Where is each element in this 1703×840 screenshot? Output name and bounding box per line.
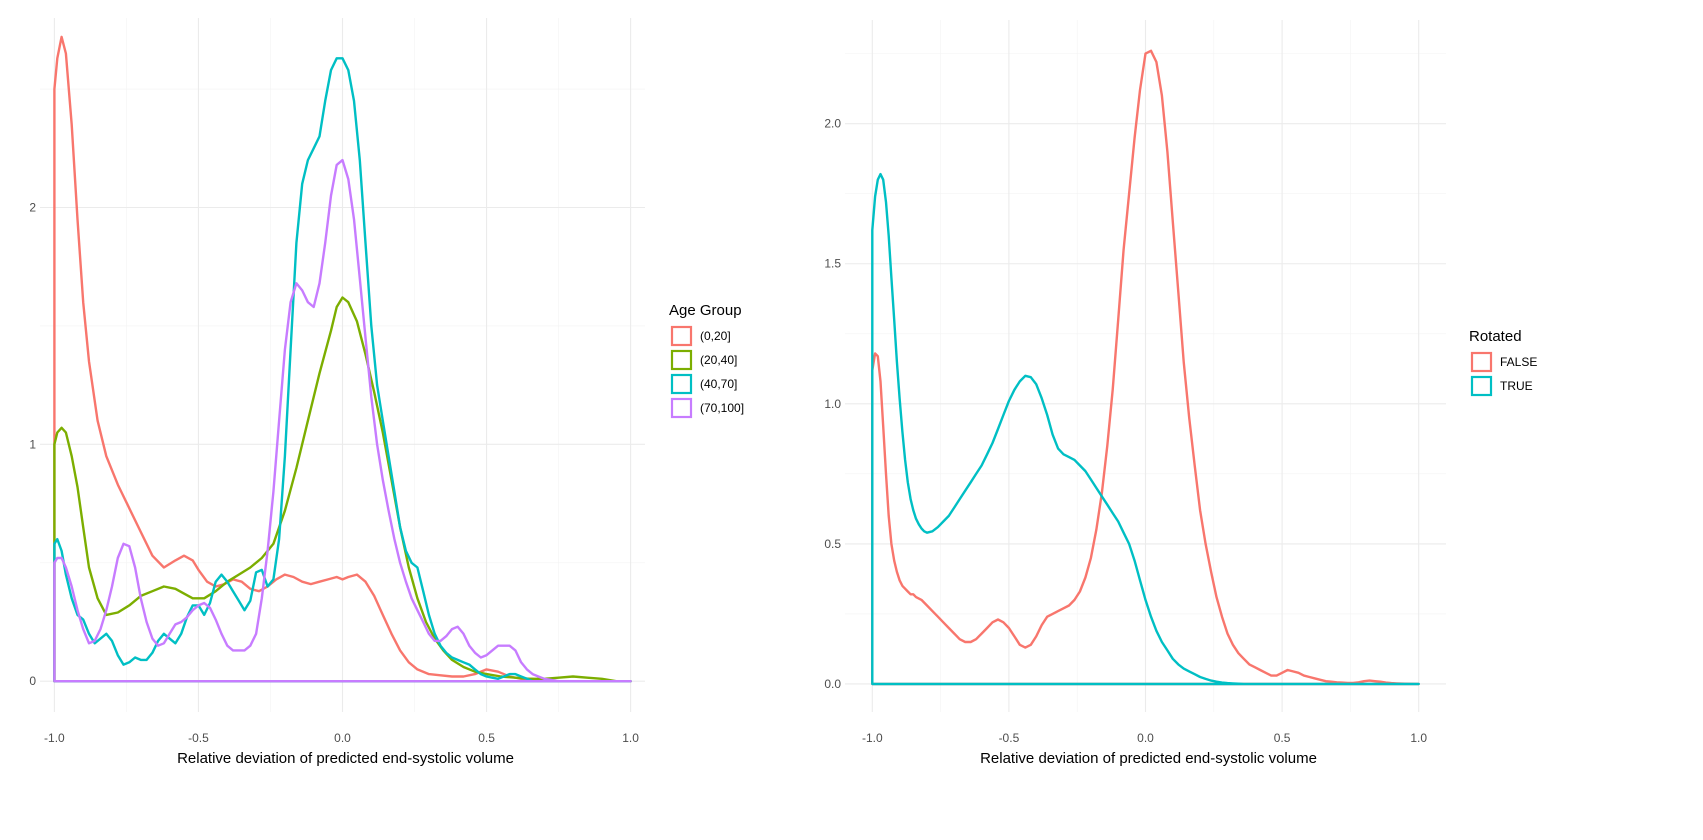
x-tick-label: -1.0 [862, 731, 883, 745]
legend-title: Age Group [669, 302, 742, 319]
x-tick-label: 0.0 [334, 731, 351, 745]
x-tick-label: -0.5 [188, 731, 209, 745]
y-tick-label: 0.5 [824, 537, 841, 551]
legend-key [670, 325, 693, 347]
y-tick-label: 0 [29, 674, 36, 688]
legend-label: FALSE [1500, 355, 1537, 369]
x-tick-label: -1.0 [44, 731, 65, 745]
y-tick-labels: 0 1 2 [29, 200, 36, 688]
legend-label: (20,40] [700, 353, 737, 367]
x-tick-label: 0.5 [1274, 731, 1291, 745]
grid-lines [845, 20, 1446, 712]
legend-label: TRUE [1500, 379, 1533, 393]
density-line-40-70 [53, 57, 632, 683]
x-axis-label: Relative deviation of predicted end-syst… [177, 750, 514, 767]
legend-key [670, 397, 693, 419]
x-axis-label: Relative deviation of predicted end-syst… [980, 750, 1317, 767]
density-line-70-100 [53, 158, 632, 683]
legend-key [1470, 375, 1493, 397]
legend-key [670, 373, 693, 395]
density-line-0-20 [53, 35, 632, 683]
grid-lines [40, 18, 645, 712]
y-tick-label: 2 [29, 200, 36, 214]
legend-label: (70,100] [700, 401, 744, 415]
density-line-true [871, 172, 1420, 686]
legend-rotated: Rotated FALSE TRUE [1469, 328, 1537, 397]
legend-label: (40,70] [700, 377, 737, 391]
x-tick-label: 1.0 [622, 731, 639, 745]
legend-key [670, 349, 693, 371]
y-tick-labels: 0.0 0.5 1.0 1.5 2.0 [824, 117, 841, 691]
x-tick-label: 1.0 [1410, 731, 1427, 745]
legend-key [1470, 351, 1493, 373]
density-panel-age-group: -1.0 -0.5 0.0 0.5 1.0 0 1 2 Relative deviation… [29, 18, 744, 767]
legend-label: (0,20] [700, 329, 731, 343]
y-tick-label: 1.0 [824, 397, 841, 411]
x-tick-label: 0.5 [478, 731, 495, 745]
density-panel-rotated: -1.0 -0.5 0.0 0.5 1.0 0.0 0.5 1.0 1.5 2.0 Relati… [824, 20, 1537, 767]
density-series-group [53, 35, 632, 683]
density-series-group [871, 49, 1420, 686]
y-tick-label: 0.0 [824, 677, 841, 691]
x-tick-labels: -1.0 -0.5 0.0 0.5 1.0 [862, 731, 1427, 745]
y-tick-label: 2.0 [824, 117, 841, 131]
density-line-false [871, 49, 1420, 686]
x-tick-label: 0.0 [1137, 731, 1154, 745]
x-tick-label: -0.5 [999, 731, 1020, 745]
x-tick-labels: -1.0 -0.5 0.0 0.5 1.0 [44, 731, 639, 745]
legend-title: Rotated [1469, 328, 1522, 345]
y-tick-label: 1 [29, 437, 36, 451]
y-tick-label: 1.5 [824, 257, 841, 271]
legend-age-group: Age Group (0,20] (20,40] (40,70] (70,100] [669, 302, 744, 419]
